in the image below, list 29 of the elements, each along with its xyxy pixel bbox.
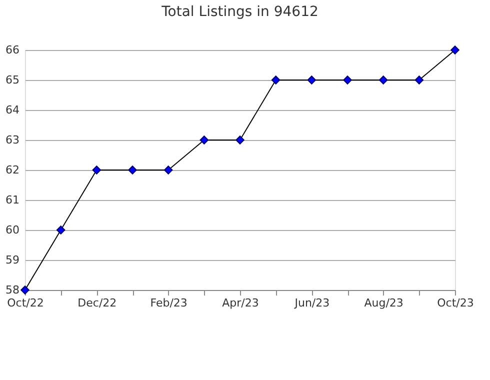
y-tick-label: 59 <box>6 254 20 266</box>
point <box>271 76 280 84</box>
point <box>414 76 424 84</box>
point <box>378 76 388 84</box>
x-tick-label: Dec/22 <box>78 296 117 310</box>
point <box>200 136 209 144</box>
x-tick-label: Feb/23 <box>150 296 188 310</box>
point <box>343 76 352 84</box>
y-tick-label: 61 <box>6 194 20 206</box>
y-tick-label: 62 <box>6 164 20 176</box>
x-tick-label: Oct/22 <box>7 296 44 310</box>
point <box>92 166 102 174</box>
x-tick-label: Jun/23 <box>294 296 330 310</box>
point <box>164 166 173 174</box>
y-tick-label: 58 <box>6 284 20 296</box>
point <box>450 46 460 54</box>
point <box>56 226 66 234</box>
point <box>128 166 137 174</box>
chart-title: Total Listings in 94612 <box>160 4 318 20</box>
y-tick-label: 60 <box>6 224 20 236</box>
x-tick-label: Apr/23 <box>222 296 259 310</box>
y-tick-label: 66 <box>6 44 20 56</box>
y-tick-label: 64 <box>6 104 20 116</box>
point <box>236 136 244 144</box>
y-tick-label: 63 <box>6 134 20 146</box>
x-tick-label: Oct/23 <box>437 296 474 310</box>
y-tick-label: 65 <box>6 74 20 86</box>
point <box>307 76 316 84</box>
x-tick-label: Aug/23 <box>364 296 404 310</box>
